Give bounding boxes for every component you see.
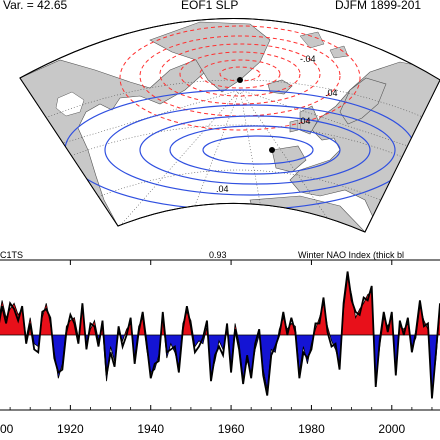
x-tick-label: 00: [0, 422, 14, 436]
x-tick-label: 1940: [137, 422, 164, 436]
land-british-isles: [289, 105, 319, 135]
correlation-value: 0.93: [209, 250, 227, 260]
contour-label: .04: [298, 116, 311, 126]
land-scandinavia: [339, 77, 387, 125]
map-title: EOF1 SLP: [181, 0, 239, 12]
high-center-marker: [269, 147, 275, 153]
contour-label: -.04: [300, 54, 316, 64]
contour-label: .04: [216, 184, 229, 194]
positive-area: [0, 277, 440, 335]
low-center-marker: [237, 77, 243, 83]
graticule: [39, 79, 431, 227]
eof-map: -.04 .04 .04 .04: [19, 18, 440, 233]
x-tick-label: 1980: [298, 422, 325, 436]
hudson-bay: [55, 91, 85, 117]
contour-label: .04: [325, 88, 338, 98]
nao-timeseries-chart: 00 1920 1940 1960 1980 2000: [0, 259, 440, 436]
ts-left-label: C1TS: [0, 250, 24, 260]
x-tick-label: 2000: [378, 422, 405, 436]
x-tick-label: 1960: [218, 422, 245, 436]
x-tick-label: 1920: [57, 422, 84, 436]
variance-label: Var. = 42.65: [3, 0, 68, 12]
ts-right-label: Winter NAO Index (thick bl: [298, 250, 405, 260]
series-line-nao: [0, 271, 440, 399]
season-label: DJFM 1899-201: [335, 0, 422, 12]
